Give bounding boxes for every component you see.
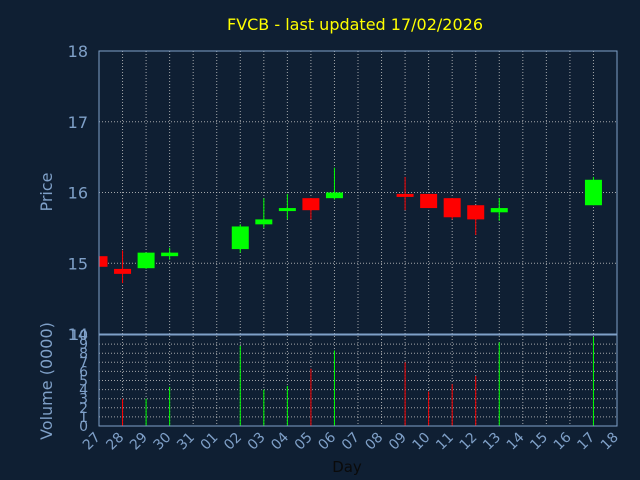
chart-title: FVCB - last updated 17/02/2026 <box>227 15 483 34</box>
candle-body <box>325 192 343 199</box>
x-tick-label: 02 <box>221 430 245 454</box>
x-tick-label: 08 <box>362 430 386 454</box>
candle-body <box>420 193 438 209</box>
candle-body <box>137 252 155 269</box>
price-tick-label: 15 <box>68 254 88 273</box>
x-tick-label: 18 <box>598 430 622 454</box>
candle-body <box>490 208 508 213</box>
x-tick-label: 31 <box>174 430 198 454</box>
candle-body <box>584 179 602 206</box>
x-tick-label: 15 <box>527 430 551 454</box>
candle-body <box>114 268 132 274</box>
volume-tick-label: 2 <box>79 401 88 417</box>
x-tick-label: 07 <box>339 430 363 454</box>
price-axis-label: Price <box>37 172 56 211</box>
x-tick-label: 11 <box>433 430 457 454</box>
price-tick-label: 18 <box>68 42 88 61</box>
x-tick-label: 04 <box>268 429 292 453</box>
candle-body <box>255 219 273 225</box>
candle-body <box>443 198 461 218</box>
volume-tick-label: 3 <box>79 392 88 408</box>
candles <box>98 167 602 284</box>
x-tick-label: 06 <box>315 429 339 453</box>
x-tick-label: 01 <box>198 430 222 454</box>
x-tick-label: 03 <box>245 430 269 454</box>
x-tick-label: 30 <box>151 430 175 454</box>
volume-tick-label: 6 <box>79 364 88 380</box>
x-tick-label: 05 <box>292 430 316 454</box>
price-tick-label: 17 <box>68 113 88 132</box>
x-tick-label: 10 <box>410 430 434 454</box>
x-tick-label: 12 <box>457 430 481 454</box>
candle-body <box>396 193 414 197</box>
x-tick-label: 09 <box>386 430 410 454</box>
candle-body <box>99 256 108 267</box>
x-axis-label: Day <box>332 458 362 476</box>
volume-tick-label: 0 <box>79 419 88 435</box>
x-tick-label: 28 <box>103 430 127 454</box>
volume-tick-label: 7 <box>79 355 88 371</box>
volume-tick-label: 4 <box>79 383 88 399</box>
volume-tick-label: 1 <box>79 410 88 426</box>
x-tick-label: 14 <box>504 429 528 453</box>
volume-tick-label: 9 <box>79 337 88 353</box>
volume-panel-frame <box>98 334 618 427</box>
x-tick-label: 13 <box>480 430 504 454</box>
x-tick-label: 17 <box>574 430 598 454</box>
axes <box>98 50 618 427</box>
volume-tick-label: 10 <box>70 328 88 344</box>
grid <box>99 51 617 426</box>
candle-body <box>161 252 179 257</box>
price-tick-label: 14 <box>68 325 88 344</box>
x-tick-label: 29 <box>127 430 151 454</box>
candle-body <box>231 226 249 250</box>
volume-bars <box>122 336 594 426</box>
x-tick-label: 16 <box>551 429 575 453</box>
volume-axis-label: Volume (0000) <box>37 322 56 440</box>
price-panel-frame <box>98 50 618 335</box>
price-tick-label: 16 <box>68 184 88 203</box>
candle-body <box>302 198 320 211</box>
candle-body <box>467 205 485 220</box>
volume-tick-label: 5 <box>79 374 88 390</box>
candle-body <box>278 208 296 212</box>
volume-tick-label: 8 <box>79 346 88 362</box>
